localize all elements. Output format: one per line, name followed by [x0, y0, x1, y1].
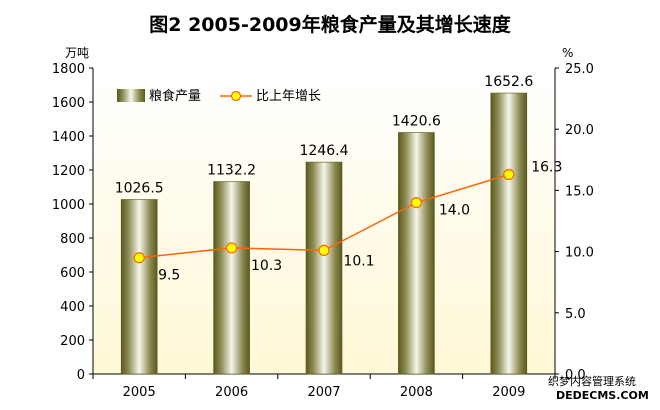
bar — [120, 199, 158, 375]
y-right-tick-label: 0.0 — [565, 368, 586, 383]
y-right-tick-label: 25.0 — [565, 62, 594, 77]
growth-line — [133, 168, 515, 264]
y-left-tick-label: 400 — [60, 300, 85, 315]
y-right-tick-label: 5.0 — [565, 307, 586, 322]
y-right-tick-label: 20.0 — [565, 123, 594, 138]
legend-line-label: 比上年增长 — [256, 89, 321, 104]
watermark: 织梦内容管理系统 DEDECMS.COM — [548, 374, 649, 402]
watermark-line1: 织梦内容管理系统 — [548, 374, 636, 388]
y-left-unit: 万吨 — [65, 46, 89, 60]
x-tick-label: 2006 — [215, 385, 248, 400]
growth-value-label: 9.5 — [158, 268, 180, 284]
legend-line-marker — [230, 90, 242, 102]
bar-value-label: 1420.6 — [392, 113, 441, 129]
bars — [120, 92, 528, 375]
bar — [490, 92, 528, 375]
bar — [398, 132, 435, 375]
y-left-tick-label: 800 — [60, 232, 85, 247]
y-right-tick-label: 10.0 — [565, 246, 594, 261]
y-left-tick-label: 1000 — [52, 198, 85, 213]
legend-bar-swatch — [117, 89, 145, 102]
growth-point — [503, 168, 515, 181]
y-left-tick-label: 200 — [60, 334, 85, 349]
bar-value-label: 1132.2 — [207, 163, 256, 179]
y-left-tick-label: 1400 — [52, 130, 85, 145]
y-left-tick-label: 1800 — [52, 62, 85, 77]
growth-value-label: 10.3 — [251, 258, 282, 274]
axes: 0 200 400 600 800 1000 1200 1400 1600 1800 0.0 5.0 1… — [52, 62, 594, 400]
growth-value-label: 14.0 — [439, 203, 470, 219]
bar — [305, 161, 343, 375]
growth-point — [133, 252, 145, 264]
legend-bar-label: 粮食产量 — [149, 88, 201, 104]
y-right-unit: % — [562, 46, 573, 60]
growth-value-label: 16.3 — [531, 159, 562, 175]
watermark-line2: DEDECMS.COM — [556, 389, 649, 402]
y-left-tick-label: 1600 — [52, 96, 85, 111]
x-tick-label: 2005 — [123, 385, 156, 400]
x-tick-label: 2008 — [400, 385, 433, 400]
x-tick-label: 2007 — [307, 385, 340, 400]
growth-value-label: 10.1 — [343, 253, 374, 269]
y-left-tick-label: 1200 — [52, 164, 85, 179]
bar-value-label: 1026.5 — [115, 180, 164, 196]
growth-point — [318, 244, 330, 256]
y-left-tick-label: 600 — [60, 266, 85, 281]
growth-point — [226, 242, 238, 254]
y-right-tick-label: 15.0 — [565, 184, 594, 199]
chart-title: 图2 2005-2009年粮食产量及其增长速度 — [149, 13, 511, 36]
y-left-tick-label: 0 — [77, 368, 85, 383]
x-tick-label: 2009 — [492, 385, 525, 400]
bar — [213, 181, 250, 375]
legend: 粮食产量 比上年增长 — [117, 88, 321, 104]
bar-value-label: 1246.4 — [300, 143, 349, 159]
data-labels: 1026.5 1132.2 1246.4 1420.6 1652.6 9.5 10.3 10.… — [115, 74, 563, 284]
growth-point — [410, 197, 422, 209]
bar-value-label: 1652.6 — [484, 74, 533, 90]
